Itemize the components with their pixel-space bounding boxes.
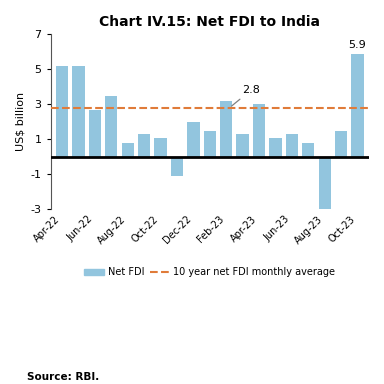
Bar bbox=[220, 101, 232, 157]
Bar bbox=[56, 66, 68, 157]
Bar bbox=[89, 109, 101, 157]
Bar bbox=[237, 134, 249, 157]
Bar bbox=[72, 66, 84, 157]
Bar bbox=[105, 96, 118, 157]
Bar bbox=[335, 131, 347, 157]
Bar bbox=[171, 157, 183, 176]
Bar bbox=[138, 134, 150, 157]
Bar bbox=[286, 134, 298, 157]
Text: 2.8: 2.8 bbox=[232, 84, 260, 106]
Text: 5.9: 5.9 bbox=[349, 40, 366, 50]
Bar bbox=[253, 104, 265, 157]
Text: Source: RBI.: Source: RBI. bbox=[27, 372, 99, 382]
Bar bbox=[269, 137, 281, 157]
Bar bbox=[302, 143, 314, 157]
Bar bbox=[351, 54, 364, 157]
Bar bbox=[154, 137, 167, 157]
Bar bbox=[319, 157, 331, 211]
Legend: Net FDI, 10 year net FDI monthly average: Net FDI, 10 year net FDI monthly average bbox=[80, 263, 339, 281]
Bar bbox=[122, 143, 134, 157]
Bar bbox=[187, 122, 200, 157]
Title: Chart IV.15: Net FDI to India: Chart IV.15: Net FDI to India bbox=[99, 15, 320, 29]
Y-axis label: US$ billion: US$ billion bbox=[15, 92, 25, 151]
Bar bbox=[204, 131, 216, 157]
